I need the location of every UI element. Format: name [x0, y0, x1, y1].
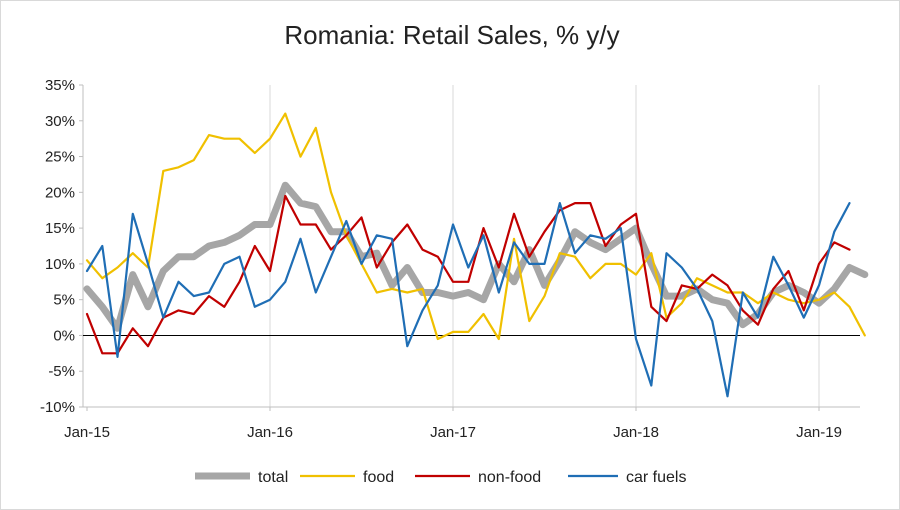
y-tick-label: 30%: [45, 113, 75, 130]
y-tick-label: 10%: [45, 256, 75, 273]
legend-label-total: total: [258, 469, 288, 486]
series-line-car-fuels: [85, 202, 851, 398]
x-tick-label: Jan-19: [796, 424, 842, 441]
legend-label-car-fuels: car fuels: [626, 469, 686, 486]
series-line-total: [83, 181, 869, 332]
series-line-non-food: [85, 194, 851, 355]
y-tick-label: -10%: [40, 399, 75, 416]
y-tick-label: 20%: [45, 184, 75, 201]
y-tick-label: -5%: [48, 363, 75, 380]
x-tick-label: Jan-16: [247, 424, 293, 441]
legend-label-food: food: [363, 469, 394, 486]
y-tick-label: 5%: [53, 292, 75, 309]
y-tick-label: 15%: [45, 220, 75, 237]
x-tick-label: Jan-15: [64, 424, 110, 441]
x-tick-label: Jan-18: [613, 424, 659, 441]
axes: 35% 30% 25% 20% 15% 10% 5% 0% -5% -10% Jan-15 Jan-1…: [40, 77, 860, 441]
y-tick-label: 25%: [45, 149, 75, 166]
series-line-food: [85, 112, 866, 341]
y-tick-label: 0%: [53, 327, 75, 344]
chart-title: Romania: Retail Sales, % y/y: [284, 20, 619, 50]
legend: total food non-food car fuels: [195, 469, 686, 486]
x-tick-label: Jan-17: [430, 424, 476, 441]
series-lines: [83, 112, 869, 398]
y-tick-label: 35%: [45, 77, 75, 94]
legend-label-non-food: non-food: [478, 469, 541, 486]
